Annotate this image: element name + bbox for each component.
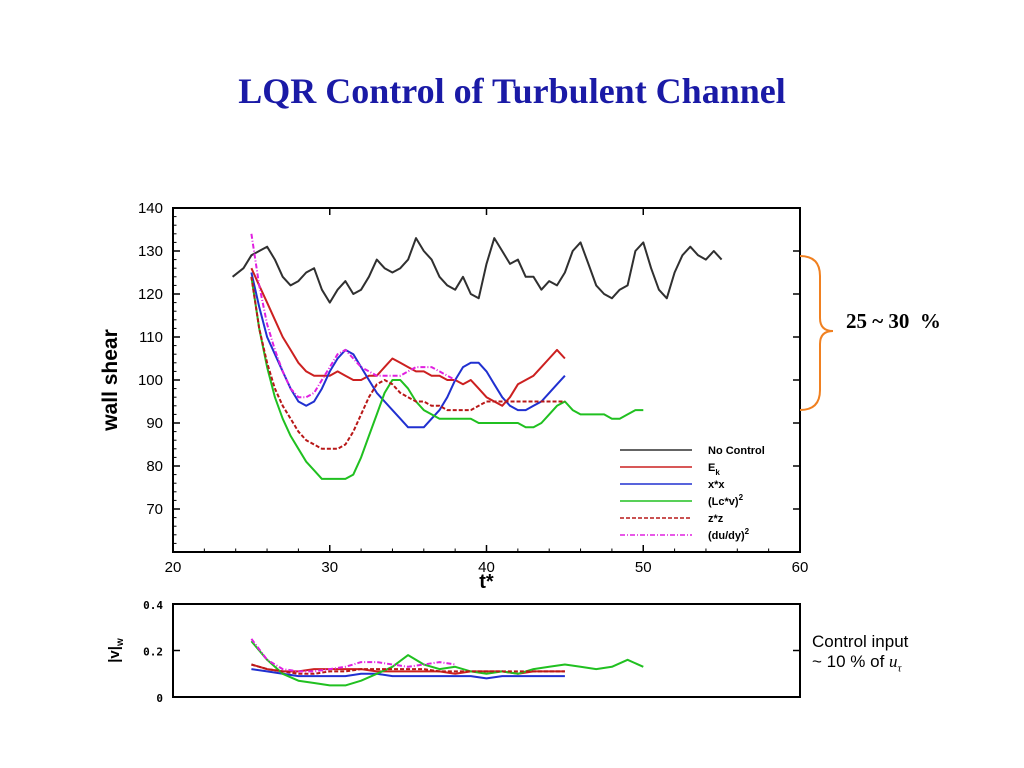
control-note-line2: ~ 10 % of uτ <box>812 652 908 678</box>
control-note-prefix: ~ 10 % of <box>812 652 890 671</box>
x-tick-label: 30 <box>321 559 338 576</box>
y-tick-label: 110 <box>139 329 163 346</box>
reduction-label: 25 ~ 30 % <box>846 309 941 333</box>
y-axis-label: |v|w <box>106 638 126 663</box>
legend-label: No Control <box>708 445 765 457</box>
x-tick-label: 20 <box>165 559 182 576</box>
x-tick-label: 60 <box>792 559 809 576</box>
x-axis-label: t* <box>479 571 494 593</box>
plot-frame <box>172 603 801 698</box>
legend-label: (du/dy)2 <box>708 527 750 542</box>
x-tick-label: 40 <box>478 559 495 576</box>
legend-label: x*x <box>708 479 725 491</box>
y-axis-label: wall shear <box>99 329 122 432</box>
control-note-subscript: τ <box>897 662 902 675</box>
y-tick-label: 0.4 <box>143 599 163 612</box>
slide-title: LQR Control of Turbulent Channel <box>238 71 786 111</box>
control-input-note: Control input ~ 10 % of uτ <box>812 632 908 678</box>
series-line <box>231 237 723 304</box>
control-input-chart: 0 0.2 0.4 |v|w <box>106 599 801 705</box>
series-line <box>250 638 456 673</box>
control-note-symbol: u <box>889 652 898 671</box>
y-tick-label: 140 <box>138 200 163 217</box>
control-note-line1: Control input <box>812 632 909 651</box>
legend-label: (Lc*v)2 <box>708 493 744 508</box>
series-line <box>250 640 644 687</box>
y-tick-label: 70 <box>146 501 163 518</box>
legend-label: z*z <box>708 513 724 525</box>
y-tick-label: 0 <box>156 692 163 705</box>
x-tick-label: 50 <box>635 559 652 576</box>
series-line <box>251 668 565 680</box>
series-line <box>250 272 566 429</box>
y-tick-label: 90 <box>146 415 163 432</box>
y-tick-label: 80 <box>146 458 163 475</box>
reduction-brace <box>799 255 834 411</box>
y-tick-label: 0.2 <box>143 646 163 659</box>
y-tick-label: 120 <box>138 286 163 303</box>
series-line <box>250 276 644 480</box>
legend-label: Ek <box>708 462 720 477</box>
series-line <box>250 276 565 450</box>
series-line <box>250 233 456 399</box>
y-tick-label: 130 <box>138 243 163 260</box>
wall-shear-chart: 20 30 40 50 60 70 80 90 100 110 120 130 140 t* wall sh… <box>99 200 808 593</box>
series-line <box>250 267 566 407</box>
series-line <box>251 663 565 675</box>
y-tick-label: 100 <box>138 372 163 389</box>
